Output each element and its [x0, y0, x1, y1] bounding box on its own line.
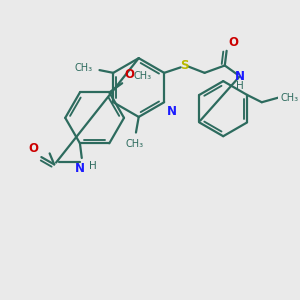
Text: N: N [75, 162, 85, 175]
Text: H: H [236, 81, 243, 91]
Text: O: O [124, 68, 134, 81]
Text: CH₃: CH₃ [75, 63, 93, 73]
Text: N: N [235, 70, 244, 83]
Text: CH₃: CH₃ [125, 139, 143, 149]
Text: O: O [229, 36, 238, 49]
Text: O: O [28, 142, 39, 155]
Text: N: N [167, 105, 177, 118]
Text: H: H [89, 161, 97, 171]
Text: CH₃: CH₃ [133, 71, 151, 81]
Text: S: S [180, 59, 189, 72]
Text: CH₃: CH₃ [280, 93, 298, 103]
